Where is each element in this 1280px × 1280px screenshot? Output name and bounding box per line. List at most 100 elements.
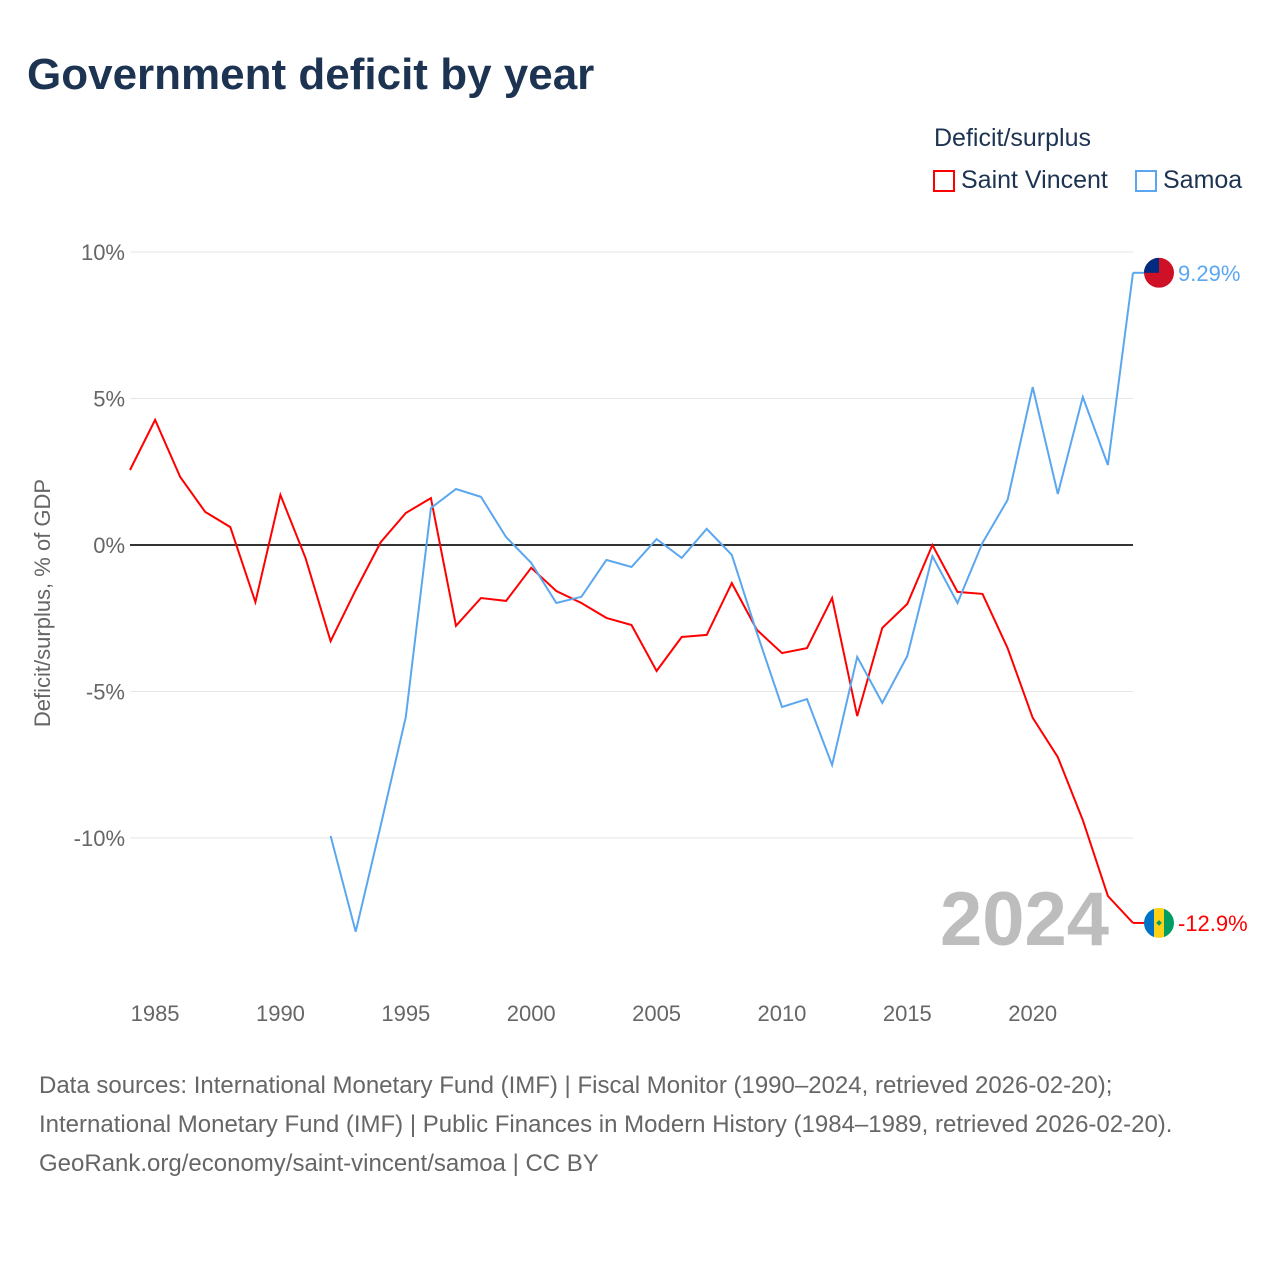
x-tick-label: 2020	[1008, 1001, 1057, 1026]
data-point	[829, 762, 835, 768]
data-point	[980, 540, 986, 546]
end-value-label: -12.9%	[1178, 911, 1248, 936]
data-point	[353, 929, 359, 935]
data-point	[1055, 754, 1061, 760]
data-point	[1005, 497, 1011, 503]
data-point	[1055, 491, 1061, 497]
data-point	[704, 526, 710, 532]
data-point	[177, 474, 183, 480]
samoa-flag-icon	[1144, 257, 1174, 288]
data-point	[453, 486, 459, 492]
data-point	[478, 595, 484, 601]
data-point	[1080, 817, 1086, 823]
y-tick-label: 0%	[93, 533, 125, 558]
data-point	[428, 505, 434, 511]
series-line-samoa	[329, 272, 1134, 932]
data-point	[453, 623, 459, 629]
data-point	[553, 588, 559, 594]
data-point	[378, 539, 384, 545]
legend-swatch	[933, 169, 955, 192]
data-point	[904, 601, 910, 607]
data-point	[603, 615, 609, 621]
data-point	[629, 564, 635, 570]
data-point	[227, 524, 233, 530]
y-axis-label: Deficit/surplus, % of GDP	[30, 479, 55, 727]
year-label: 2024	[940, 877, 1110, 962]
data-point	[804, 696, 810, 702]
data-point	[303, 555, 309, 561]
y-tick-label: -10%	[74, 826, 125, 851]
data-point	[503, 598, 509, 604]
data-point	[403, 714, 409, 720]
y-tick-label: 10%	[81, 240, 125, 265]
saint-vincent-flag-icon	[1144, 907, 1174, 938]
data-point	[980, 591, 986, 597]
x-tick-label: 1995	[381, 1001, 430, 1026]
x-tick-label: 2005	[632, 1001, 681, 1026]
data-point	[152, 417, 158, 423]
chart-title: Government deficit by year	[27, 50, 595, 99]
footer: Data sources: International Monetary Fun…	[39, 1066, 1239, 1183]
data-point	[1105, 462, 1111, 468]
data-point	[779, 650, 785, 656]
x-tick-label: 2000	[507, 1001, 556, 1026]
data-point	[904, 653, 910, 659]
legend-title: Deficit/surplus	[934, 124, 1091, 152]
data-point	[1080, 394, 1086, 400]
data-point	[879, 625, 885, 631]
data-point	[578, 600, 584, 606]
legend-label: Saint Vincent	[961, 166, 1108, 194]
data-point	[252, 599, 258, 605]
data-point	[854, 713, 860, 719]
legend-label: Samoa	[1163, 166, 1243, 194]
legend-item-samoa[interactable]: Samoa	[1135, 166, 1242, 195]
attribution[interactable]: GeoRank.org/economy/saint-vincent/samoa …	[39, 1150, 599, 1177]
x-tick-label: 1990	[256, 1001, 305, 1026]
data-point	[328, 833, 334, 839]
x-tick-label: 1985	[131, 1001, 180, 1026]
data-point	[1030, 384, 1036, 390]
data-point	[654, 536, 660, 542]
legend-item-saint-vincent[interactable]: Saint Vincent	[933, 166, 1108, 195]
data-point	[629, 622, 635, 628]
data-point	[378, 822, 384, 828]
data-point	[428, 495, 434, 501]
data-point	[1105, 893, 1111, 899]
data-point	[603, 557, 609, 563]
series-line-saint-vincent	[129, 417, 1134, 924]
data-point	[729, 580, 735, 586]
x-tick-label: 2015	[883, 1001, 932, 1026]
data-point	[328, 638, 334, 644]
legend-swatch	[1135, 169, 1157, 192]
data-point	[929, 542, 935, 548]
data-point	[127, 467, 133, 473]
data-point	[578, 594, 584, 600]
data-point	[954, 589, 960, 595]
data-point	[854, 654, 860, 660]
data-point	[403, 510, 409, 516]
x-tick-label: 2010	[757, 1001, 806, 1026]
data-point	[478, 494, 484, 500]
data-point	[1005, 645, 1011, 651]
data-point	[679, 634, 685, 640]
data-point	[1030, 715, 1036, 721]
data-point	[503, 534, 509, 540]
data-point	[202, 509, 208, 515]
data-point	[353, 587, 359, 593]
y-tick-label: -5%	[86, 679, 125, 704]
data-point	[954, 600, 960, 606]
data-point	[277, 492, 283, 498]
data-point	[553, 600, 559, 606]
data-point	[804, 645, 810, 651]
data-point	[528, 560, 534, 566]
end-value-label: 9.29%	[1178, 261, 1240, 286]
data-point	[654, 668, 660, 674]
data-sources: Data sources: International Monetary Fun…	[39, 1072, 1173, 1138]
y-tick-label: 5%	[93, 386, 125, 411]
data-point	[929, 553, 935, 559]
data-point	[704, 632, 710, 638]
data-point	[729, 552, 735, 558]
data-point	[779, 704, 785, 710]
